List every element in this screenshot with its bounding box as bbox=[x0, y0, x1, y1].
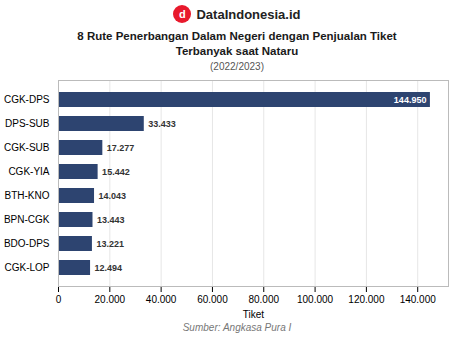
html-text:Sumber: Angkasa Pura I: Sumber: Angkasa Pura I bbox=[182, 321, 292, 333]
svg-text:0: 0 bbox=[56, 293, 62, 304]
svg-text:CGK-YIA: CGK-YIA bbox=[8, 166, 49, 177]
svg-text:15.442: 15.442 bbox=[102, 167, 130, 177]
svg-text:100.000: 100.000 bbox=[297, 293, 334, 304]
svg-text:140.000: 140.000 bbox=[400, 293, 437, 304]
svg-text:14.043: 14.043 bbox=[99, 191, 127, 201]
svg-text:80.000: 80.000 bbox=[248, 293, 279, 304]
svg-text:BPN-CGK: BPN-CGK bbox=[4, 214, 50, 225]
svg-text:CGK-LOP: CGK-LOP bbox=[4, 262, 49, 273]
svg-text:33.433: 33.433 bbox=[148, 119, 176, 129]
html-text:(2022/2023): (2022/2023) bbox=[210, 60, 264, 72]
svg-text:BTH-KNO: BTH-KNO bbox=[5, 190, 50, 201]
svg-text:12.494: 12.494 bbox=[95, 263, 123, 273]
svg-text:BDO-DPS: BDO-DPS bbox=[4, 238, 50, 249]
svg-text:20.000: 20.000 bbox=[95, 293, 126, 304]
svg-text:120.000: 120.000 bbox=[348, 293, 385, 304]
svg-text:13.221: 13.221 bbox=[96, 239, 124, 249]
svg-text:CGK-DPS: CGK-DPS bbox=[4, 94, 50, 105]
html-text:DataIndonesia.id: DataIndonesia.id bbox=[196, 6, 301, 22]
svg-text:Tiket: Tiket bbox=[243, 308, 265, 319]
svg-text:17.277: 17.277 bbox=[107, 143, 135, 153]
html-text:d: d bbox=[179, 8, 186, 20]
svg-text:13.443: 13.443 bbox=[97, 215, 125, 225]
svg-text:60.000: 60.000 bbox=[197, 293, 228, 304]
svg-text:40.000: 40.000 bbox=[146, 293, 177, 304]
svg-text:DPS-SUB: DPS-SUB bbox=[5, 118, 50, 129]
svg-text:144.950: 144.950 bbox=[394, 95, 427, 105]
svg-text:CGK-SUB: CGK-SUB bbox=[4, 142, 50, 153]
html-text:8 Rute Penerbangan Dalam Neger: 8 Rute Penerbangan Dalam Negeri dengan P… bbox=[77, 30, 397, 57]
